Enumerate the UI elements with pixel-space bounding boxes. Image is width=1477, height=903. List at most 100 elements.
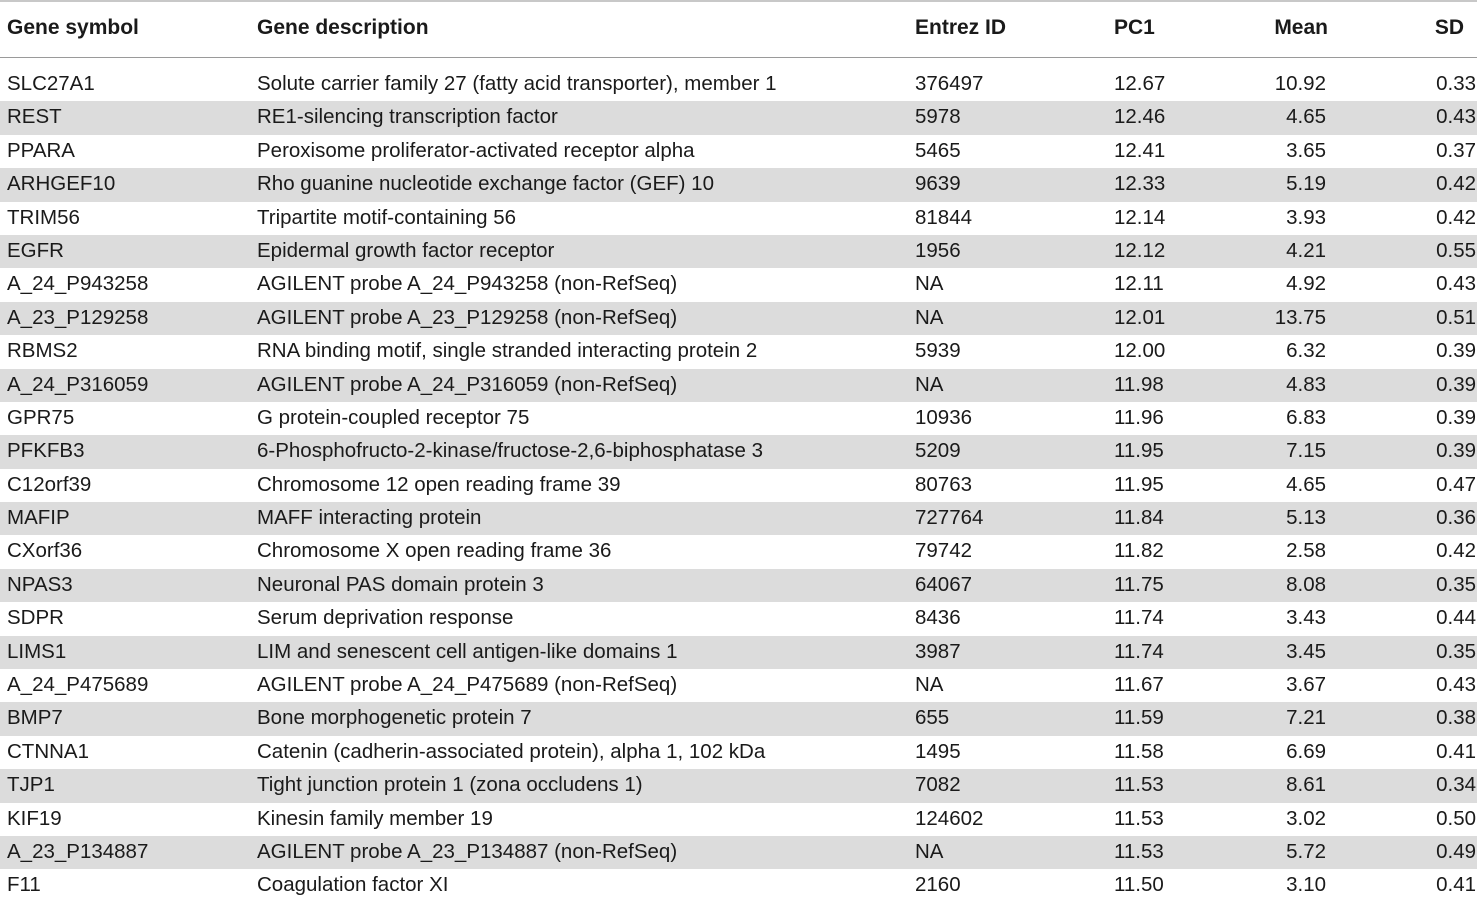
cell-pc1: 11.82 xyxy=(1114,539,1164,563)
cell-gene-symbol: KIF19 xyxy=(7,806,62,830)
cell-gene-description: MAFF interacting protein xyxy=(257,506,482,530)
cell-entrez-id: 64067 xyxy=(915,572,973,596)
table-row: REST RE1-silencing transcription factor 59… xyxy=(0,101,1477,135)
header-mean: Mean xyxy=(1274,16,1328,39)
table-row: ARHGEF10 Rho guanine nucleotide exchange … xyxy=(0,168,1477,202)
cell-gene-symbol: CXorf36 xyxy=(7,539,83,563)
cell-pc1: 11.53 xyxy=(1114,806,1164,830)
cell-entrez-id: NA xyxy=(915,673,944,697)
cell-mean: 10.92 xyxy=(1274,72,1326,95)
cell-mean: 4.21 xyxy=(1286,238,1326,262)
cell-entrez-id: 655 xyxy=(915,706,950,730)
cell-mean: 3.45 xyxy=(1286,639,1326,663)
cell-mean: 2.58 xyxy=(1286,539,1326,563)
cell-sd: 0.47 xyxy=(1436,472,1476,496)
table-row: C12orf39 Chromosome 12 open reading frame… xyxy=(0,469,1477,502)
cell-sd: 0.34 xyxy=(1436,773,1476,797)
cell-sd: 0.41 xyxy=(1436,873,1476,897)
cell-pc1: 11.53 xyxy=(1114,839,1164,863)
cell-gene-description: Tight junction protein 1 (zona occludens… xyxy=(257,773,643,797)
cell-gene-description: Tripartite motif-containing 56 xyxy=(257,205,517,229)
cell-sd: 0.37 xyxy=(1436,138,1476,162)
cell-gene-symbol: A_23_P129258 xyxy=(7,305,149,329)
cell-gene-symbol: SDPR xyxy=(7,606,64,630)
cell-mean: 6.69 xyxy=(1286,739,1326,763)
cell-mean: 3.43 xyxy=(1286,606,1326,630)
cell-sd: 0.42 xyxy=(1436,172,1476,196)
cell-entrez-id: 80763 xyxy=(915,472,973,496)
cell-sd: 0.50 xyxy=(1436,806,1476,830)
header-pc1: PC1 xyxy=(1114,16,1155,39)
cell-gene-description: G protein-coupled receptor 75 xyxy=(257,405,530,429)
table-header: Gene symbol Gene description Entrez ID P… xyxy=(0,2,1477,58)
cell-sd: 0.38 xyxy=(1436,706,1476,730)
table-row: A_24_P475689 AGILENT probe A_24_P475689 (… xyxy=(0,669,1477,702)
cell-sd: 0.35 xyxy=(1436,639,1476,663)
cell-pc1: 11.84 xyxy=(1114,506,1164,530)
cell-gene-description: Solute carrier family 27 (fatty acid tra… xyxy=(257,72,777,95)
table-row: KIF19 Kinesin family member 19 124602 11.53… xyxy=(0,803,1477,836)
table-row: MAFIP MAFF interacting protein 727764 11.84… xyxy=(0,502,1477,536)
cell-entrez-id: NA xyxy=(915,272,944,296)
cell-gene-symbol: EGFR xyxy=(7,238,64,262)
cell-sd: 0.42 xyxy=(1436,539,1476,563)
cell-pc1: 11.95 xyxy=(1114,439,1164,463)
cell-mean: 3.10 xyxy=(1286,873,1326,897)
cell-sd: 0.44 xyxy=(1436,606,1476,630)
cell-sd: 0.36 xyxy=(1436,506,1476,530)
cell-entrez-id: 79742 xyxy=(915,539,973,563)
cell-sd: 0.41 xyxy=(1436,739,1476,763)
cell-entrez-id: 5978 xyxy=(915,105,961,129)
cell-gene-symbol: A_24_P475689 xyxy=(7,673,149,697)
cell-pc1: 11.75 xyxy=(1114,572,1164,596)
cell-gene-description: 6-Phosphofructo-2-kinase/fructose-2,6-bi… xyxy=(257,439,763,463)
cell-pc1: 12.67 xyxy=(1114,72,1166,95)
cell-gene-description: AGILENT probe A_24_P475689 (non-RefSeq) xyxy=(257,673,678,697)
cell-entrez-id: 10936 xyxy=(915,405,973,429)
cell-mean: 7.15 xyxy=(1286,439,1326,463)
cell-gene-symbol: C12orf39 xyxy=(7,472,92,496)
cell-pc1: 12.11 xyxy=(1114,272,1164,296)
table-row: LIMS1 LIM and senescent cell antigen-like… xyxy=(0,635,1477,670)
table-row: PFKFB3 6-Phosphofructo-2-kinase/fructose-… xyxy=(0,435,1477,469)
cell-entrez-id: 5939 xyxy=(915,339,961,363)
cell-gene-symbol: LIMS1 xyxy=(7,639,67,663)
cell-gene-description: Rho guanine nucleotide exchange factor (… xyxy=(257,172,714,196)
table-row: A_23_P134887 AGILENT probe A_23_P134887 (… xyxy=(0,835,1477,870)
table-row: TRIM56 Tripartite motif-containing 56 8184… xyxy=(0,202,1477,235)
cell-pc1: 12.46 xyxy=(1114,105,1166,129)
cell-pc1: 12.14 xyxy=(1114,205,1166,229)
cell-entrez-id: 727764 xyxy=(915,506,984,530)
cell-gene-description: Epidermal growth factor receptor xyxy=(257,238,555,262)
cell-gene-symbol: REST xyxy=(7,105,62,129)
cell-sd: 0.39 xyxy=(1436,372,1476,396)
top-rule xyxy=(0,0,1477,2)
cell-sd: 0.33 xyxy=(1436,72,1476,95)
header-entrez-id: Entrez ID xyxy=(915,16,1007,39)
cell-pc1: 11.74 xyxy=(1114,639,1164,663)
cell-mean: 6.32 xyxy=(1286,339,1326,363)
cell-mean: 6.83 xyxy=(1286,405,1326,429)
cell-sd: 0.49 xyxy=(1436,839,1476,863)
cell-sd: 0.43 xyxy=(1436,105,1476,129)
cell-pc1: 11.67 xyxy=(1114,673,1164,697)
cell-gene-symbol: A_24_P943258 xyxy=(7,272,149,296)
cell-gene-symbol: GPR75 xyxy=(7,405,75,429)
cell-entrez-id: 1956 xyxy=(915,238,961,262)
cell-mean: 4.92 xyxy=(1286,272,1326,296)
cell-sd: 0.51 xyxy=(1436,305,1476,329)
table-row: CTNNA1 Catenin (cadherin-associated prote… xyxy=(0,736,1477,769)
cell-mean: 5.19 xyxy=(1286,172,1326,196)
cell-entrez-id: 1495 xyxy=(915,739,961,763)
cell-gene-symbol: PPARA xyxy=(7,138,75,162)
header-sd: SD xyxy=(1434,16,1464,39)
cell-gene-symbol: PFKFB3 xyxy=(7,439,85,463)
cell-mean: 4.65 xyxy=(1286,472,1326,496)
cell-mean: 3.93 xyxy=(1286,205,1326,229)
cell-gene-description: Bone morphogenetic protein 7 xyxy=(257,706,532,730)
cell-pc1: 11.50 xyxy=(1114,873,1164,897)
cell-pc1: 12.00 xyxy=(1114,339,1166,363)
cell-pc1: 11.95 xyxy=(1114,472,1164,496)
cell-gene-description: Chromosome 12 open reading frame 39 xyxy=(257,472,621,496)
table-row: CXorf36 Chromosome X open reading frame 3… xyxy=(0,535,1477,568)
